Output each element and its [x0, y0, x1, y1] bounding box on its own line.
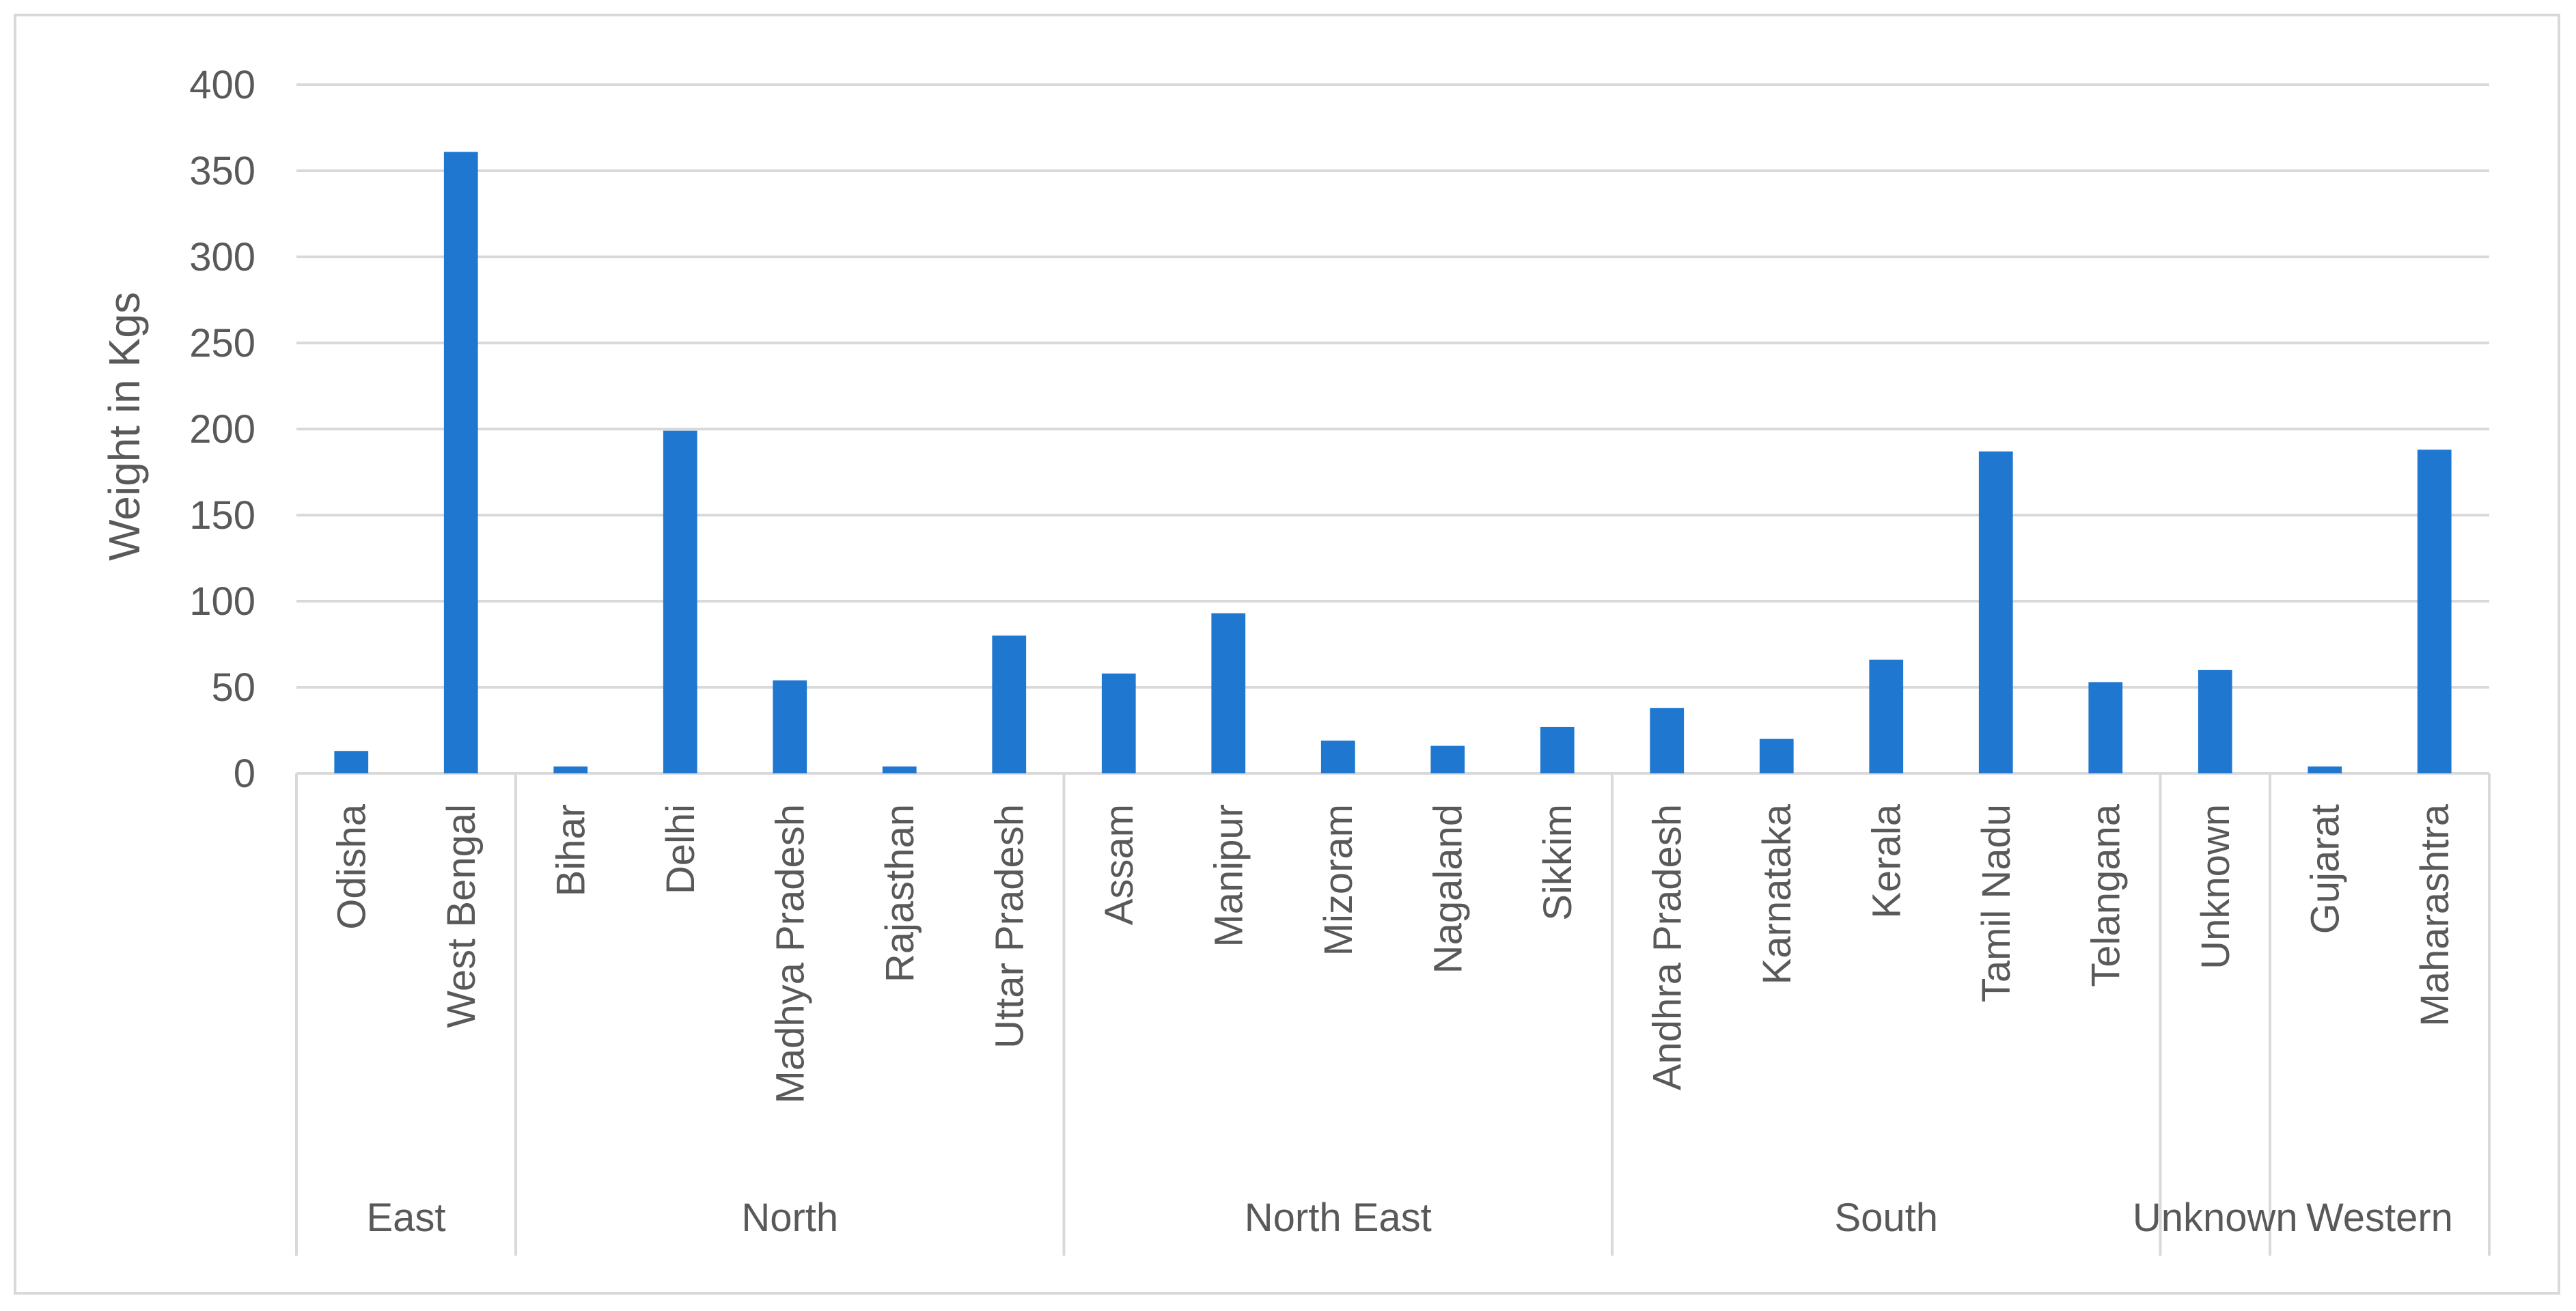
x-tick-label: Unknown — [2193, 804, 2238, 969]
y-tick-label: 400 — [189, 63, 255, 107]
x-tick-label: Odisha — [329, 803, 374, 930]
chart-frame: Odisha West Bengal Bihar Delhi Madhya Prades… — [14, 14, 2560, 1295]
bar — [663, 430, 697, 773]
x-group-label: North — [741, 1196, 838, 1240]
x-tick-label: West Bengal — [439, 804, 484, 1028]
x-tick-label: Mizoram — [1316, 804, 1361, 956]
y-axis-ticks: 0 50 100 150 200 250 300 350 400 — [189, 63, 255, 796]
x-tick-label: Karnataka — [1755, 803, 1799, 984]
bar-chart: Odisha West Bengal Bihar Delhi Madhya Prades… — [100, 63, 2491, 1256]
x-tick-label: Sikkim — [1536, 804, 1580, 921]
bar — [2417, 450, 2452, 773]
bar — [553, 766, 588, 773]
x-tick-label: Uttar Pradesh — [987, 804, 1031, 1049]
x-tick-label: Assam — [1097, 804, 1141, 925]
x-group-label: North East — [1245, 1196, 1432, 1240]
bar — [1430, 745, 1465, 773]
x-tick-label: Kerala — [1864, 803, 1909, 918]
x-tick-label: Tamil Nadu — [1974, 804, 2019, 1002]
y-tick-label: 0 — [234, 751, 255, 796]
x-tick-label: Manipur — [1206, 804, 1251, 948]
bar — [2308, 766, 2342, 773]
bar — [882, 766, 917, 773]
y-axis-title: Weight in Kgs — [100, 292, 149, 561]
y-tick-label: 250 — [189, 321, 255, 365]
x-tick-label: Telangana — [2083, 803, 2128, 986]
bar — [1320, 741, 1355, 773]
y-tick-label: 350 — [189, 149, 255, 193]
x-group-label: Western — [2306, 1196, 2453, 1240]
x-axis: Odisha West Bengal Bihar Delhi Madhya Prades… — [295, 773, 2491, 1256]
x-tick-label: Gujarat — [2303, 804, 2347, 934]
x-tick-label: Madhya Pradesh — [768, 804, 812, 1103]
bar — [992, 635, 1027, 773]
x-tick-label: Andhra Pradesh — [1645, 804, 1689, 1090]
bar — [334, 751, 369, 773]
bar — [1978, 451, 2013, 773]
bar — [2198, 670, 2232, 773]
y-tick-label: 300 — [189, 235, 255, 279]
y-tick-label: 150 — [189, 493, 255, 538]
bar — [773, 680, 807, 773]
x-tick-label: Delhi — [659, 804, 703, 894]
bar — [1540, 726, 1575, 773]
x-tick-label: Rajasthan — [878, 804, 922, 982]
x-tick-label: Nagaland — [1426, 804, 1470, 974]
y-tick-label: 200 — [189, 407, 255, 452]
bar — [1101, 673, 1136, 773]
bar — [1650, 708, 1685, 773]
x-group-label: East — [366, 1196, 445, 1240]
bar — [1211, 613, 1246, 773]
x-tick-label: Bihar — [549, 804, 593, 896]
x-group-label: South — [1834, 1196, 1938, 1240]
bar — [443, 152, 478, 773]
y-tick-label: 50 — [211, 665, 255, 710]
y-tick-label: 100 — [189, 579, 255, 624]
gridlines — [296, 83, 2489, 775]
x-tick-label: Maharashtra — [2413, 803, 2457, 1026]
bar — [1869, 659, 1904, 773]
x-group-label: Unknown — [2133, 1196, 2298, 1240]
bar — [2088, 682, 2123, 773]
bar — [1759, 739, 1794, 773]
bars — [334, 152, 2452, 773]
